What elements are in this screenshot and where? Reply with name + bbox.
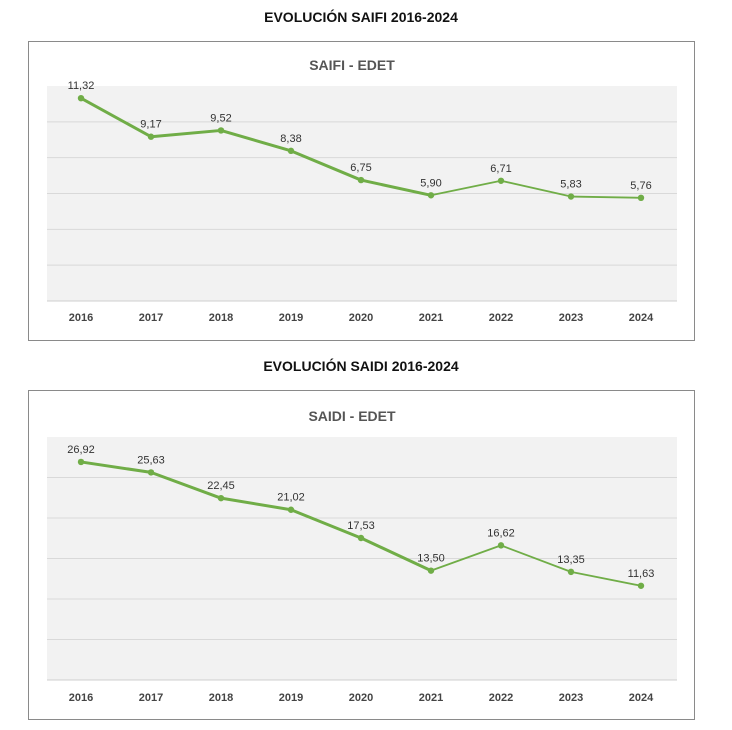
saifi-line-segment [570, 195, 642, 199]
saifi-x-tick-2019: 2019 [279, 312, 303, 324]
saifi-point-2021 [427, 192, 435, 199]
saifi-x-tick-2024: 2024 [629, 312, 654, 324]
saidi-point-2022 [497, 542, 505, 549]
saifi-point-2017 [147, 133, 155, 140]
saifi-chart-frame: SAIFI - EDET 11,32 2016 9,17 2017 9,52 2018 8,3… [28, 41, 695, 341]
saifi-chart-title: SAIFI - EDET [309, 57, 395, 73]
saidi-x-tick-2020: 2020 [349, 692, 373, 704]
saidi-point-2018 [217, 494, 225, 502]
saidi-x-tick-2018: 2018 [209, 692, 233, 704]
saifi-x-tick-2023: 2023 [559, 312, 583, 324]
saifi-data-label-2021: 5,90 [420, 177, 441, 189]
saidi-point-2016 [77, 458, 85, 466]
saifi-point-2018 [217, 127, 225, 134]
saidi-point-2017 [147, 469, 155, 476]
saidi-line-segment [359, 536, 433, 573]
saifi-data-label-2018: 9,52 [210, 112, 231, 124]
saifi-x-tick-2017: 2017 [139, 312, 163, 324]
saidi-chart: SAIDI - EDET 26,92 2016 25,63 2017 22,45 2018 2… [47, 408, 677, 704]
saifi-line-segment [289, 149, 363, 182]
saidi-line-segment [219, 496, 293, 512]
saifi-line-segment [149, 128, 223, 139]
saidi-point-2023 [567, 568, 575, 576]
saidi-line-segment [149, 470, 223, 500]
saidi-point-2024 [637, 582, 645, 589]
saifi-data-label-2023: 5,83 [560, 179, 581, 191]
saifi-data-label-2019: 8,38 [280, 133, 301, 145]
saifi-data-label-2022: 6,71 [490, 163, 511, 175]
saidi-data-label-2022: 16,62 [487, 527, 515, 539]
saifi-point-2020 [357, 176, 365, 184]
saidi-x-tick-2017: 2017 [139, 692, 163, 704]
saidi-data-label-2021: 13,50 [417, 553, 445, 565]
saifi-line-segment [79, 96, 153, 139]
saidi-data-label-2017: 25,63 [137, 454, 165, 466]
saifi-line-segment [359, 178, 433, 197]
saidi-chart-frame: SAIDI - EDET 26,92 2016 25,63 2017 22,45 2018 2… [28, 390, 695, 720]
saidi-data-label-2024: 11,63 [628, 568, 655, 580]
saidi-data-label-2020: 17,53 [347, 520, 375, 532]
saidi-x-tick-2019: 2019 [279, 692, 303, 704]
saidi-point-2019 [287, 506, 295, 513]
saifi-point-2019 [287, 147, 295, 155]
saidi-section-title: EVOLUCIÓN SAIDI 2016-2024 [263, 358, 459, 374]
saifi-data-label-2024: 5,76 [630, 180, 651, 192]
saifi-section-title: EVOLUCIÓN SAIFI 2016-2024 [264, 9, 458, 25]
saifi-data-label-2016: 11,32 [68, 80, 95, 92]
saifi-point-2022 [497, 177, 505, 184]
saidi-x-tick-2021: 2021 [419, 692, 443, 704]
saifi-x-tick-2018: 2018 [209, 312, 233, 324]
saidi-line-segment [430, 544, 502, 572]
saifi-point-2023 [567, 193, 575, 200]
saidi-x-tick-2024: 2024 [629, 692, 654, 704]
saifi-point-2024 [637, 194, 645, 201]
saifi-data-label-2017: 9,17 [140, 119, 161, 131]
saifi-x-tick-2020: 2020 [349, 312, 373, 324]
saifi-point-2016 [77, 94, 85, 102]
saidi-x-tick-2016: 2016 [69, 692, 93, 704]
saidi-point-2021 [427, 567, 435, 574]
saidi-line-segment [500, 544, 572, 573]
saifi-line-segment [500, 179, 572, 198]
saifi-x-tick-2022: 2022 [489, 312, 513, 324]
saifi-x-tick-2021: 2021 [419, 312, 443, 324]
saidi-data-label-2019: 21,02 [277, 492, 305, 504]
saifi-x-tick-2016: 2016 [69, 312, 93, 324]
saifi-data-label-2020: 6,75 [350, 162, 371, 174]
saidi-x-tick-2022: 2022 [489, 692, 513, 704]
saifi-line-segment [430, 179, 502, 197]
saidi-line-segment [289, 508, 363, 540]
saifi-chart: SAIFI - EDET 11,32 2016 9,17 2017 9,52 2018 8,3… [47, 57, 677, 324]
saidi-x-tick-2023: 2023 [559, 692, 583, 704]
saidi-chart-title: SAIDI - EDET [308, 408, 396, 424]
saifi-line-segment [219, 128, 293, 153]
saidi-data-label-2016: 26,92 [67, 444, 95, 456]
saidi-line-segment [79, 460, 153, 474]
saidi-data-label-2023: 13,35 [557, 554, 585, 566]
saidi-data-label-2018: 22,45 [207, 480, 235, 492]
saidi-point-2020 [357, 534, 365, 542]
saidi-line-segment [570, 570, 642, 587]
